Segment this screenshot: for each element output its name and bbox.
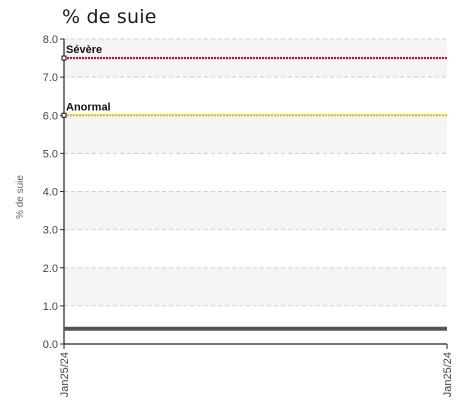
- x-tick-labels: Jan25/24 Jan25/24: [59, 352, 454, 397]
- y-axis-label: % de suie: [15, 175, 26, 219]
- y-tick-label: 3.0: [43, 225, 58, 237]
- axes: [63, 39, 448, 349]
- y-tick-label: 4.0: [43, 187, 58, 199]
- y-tick-label: 0.0: [43, 339, 58, 351]
- chart-title: % de suie: [62, 6, 157, 28]
- plot-band: [64, 267, 447, 306]
- threshold-label: Anormal: [66, 101, 111, 113]
- x-tick-label: Jan25/24: [59, 352, 71, 397]
- y-tick-label: 2.0: [43, 263, 58, 275]
- plot-bands: [64, 39, 447, 306]
- x-tick-label: Jan25/24: [442, 352, 454, 397]
- y-tick-label: 1.0: [43, 301, 58, 313]
- y-tick-label: 8.0: [43, 34, 58, 46]
- threshold-marker: [61, 55, 67, 61]
- threshold-lines: Sévère Anormal: [61, 44, 447, 118]
- plot-band: [64, 191, 447, 230]
- plot-band: [64, 115, 447, 154]
- y-tick-label: 6.0: [43, 110, 58, 122]
- gridlines: [60, 38, 447, 345]
- y-tick-label: 5.0: [43, 148, 58, 160]
- y-tick-label: 7.0: [43, 72, 58, 84]
- threshold-marker: [61, 112, 67, 118]
- y-tick-labels: 0.0 1.0 2.0 3.0 4.0 5.0 6.0 7.0 8.0: [43, 34, 58, 351]
- threshold-label: Sévère: [66, 44, 102, 56]
